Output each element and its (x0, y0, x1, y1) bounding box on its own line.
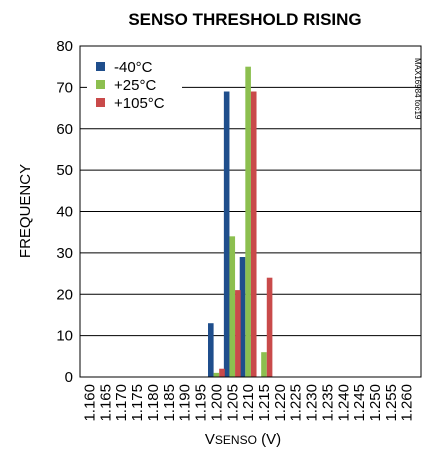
legend-swatch (96, 98, 105, 107)
bar-105C-1.200 (219, 368, 225, 377)
x-axis-label: VSENSO (V) (205, 431, 281, 448)
y-tick-label: 80 (56, 38, 73, 55)
x-tick-label: 1.190 (177, 384, 194, 422)
y-tick-label: 0 (65, 369, 73, 386)
x-tick-label: 1.225 (288, 384, 305, 422)
legend-label: -40°C (114, 59, 153, 76)
y-tick-label: 50 (56, 162, 73, 179)
y-tick-label: 20 (56, 286, 73, 303)
x-tick-label: 1.180 (145, 384, 162, 422)
bar-40C-1.200 (208, 323, 214, 377)
x-tick-label: 1.185 (161, 384, 178, 422)
x-tick-label: 1.210 (240, 384, 257, 422)
bar-105C-1.210 (250, 91, 257, 377)
bar-25C-1.200 (213, 372, 220, 377)
bars (208, 66, 273, 377)
figure-id-label: MAX16984 toc19 (413, 58, 422, 120)
bar-40C-1.205 (223, 91, 230, 377)
x-tick-labels: 1.1601.1651.1701.1751.1801.1851.1901.195… (82, 384, 416, 422)
legend-label: +25°C (114, 77, 156, 94)
x-tick-label: 1.245 (351, 384, 368, 422)
bar-105C-1.215 (266, 277, 273, 377)
x-tick-label: 1.260 (399, 384, 416, 422)
x-axis-label-main: V (205, 431, 215, 448)
y-tick-label: 60 (56, 121, 73, 138)
x-tick-label: 1.205 (224, 384, 241, 422)
bar-105C-1.205 (235, 290, 241, 377)
x-tick-label: 1.170 (113, 384, 130, 422)
x-tick-label: 1.240 (335, 384, 352, 422)
plot-frame (79, 45, 422, 378)
legend-swatch (96, 80, 105, 89)
x-tick-label: 1.215 (256, 384, 273, 422)
bar-25C-1.205 (229, 236, 236, 377)
x-tick-label: 1.165 (97, 384, 114, 422)
bar-25C-1.215 (261, 352, 267, 377)
x-tick-label: 1.230 (304, 384, 321, 422)
y-tick-label: 30 (56, 245, 73, 262)
y-tick-labels: 0 10 20 30 40 50 60 70 80 (56, 38, 73, 386)
x-tick-label: 1.160 (82, 384, 99, 422)
x-tick-label: 1.175 (129, 384, 146, 422)
legend-swatch (96, 62, 105, 71)
x-tick-label: 1.200 (208, 384, 225, 422)
x-axis-label-unit: (V) (257, 431, 281, 448)
bar-40C-1.210 (239, 257, 246, 377)
x-axis-label-sub: SENSO (215, 433, 257, 447)
x-tick-label: 1.250 (367, 384, 384, 422)
y-tick-label: 10 (56, 328, 73, 345)
y-tick-label: 40 (56, 204, 73, 221)
legend-label: +105°C (114, 95, 165, 112)
y-axis-label: FREQUENCY (17, 164, 34, 258)
x-tick-label: 1.255 (383, 384, 400, 422)
legend: -40°C+25°C+105°C (87, 53, 182, 119)
y-tick-label: 70 (56, 79, 73, 96)
x-tick-label: 1.195 (193, 384, 210, 422)
x-tick-label: 1.235 (319, 384, 336, 422)
chart-title: SENSO THRESHOLD RISING (128, 10, 361, 29)
x-tick-label: 1.220 (272, 384, 289, 422)
bar-25C-1.210 (245, 66, 251, 377)
